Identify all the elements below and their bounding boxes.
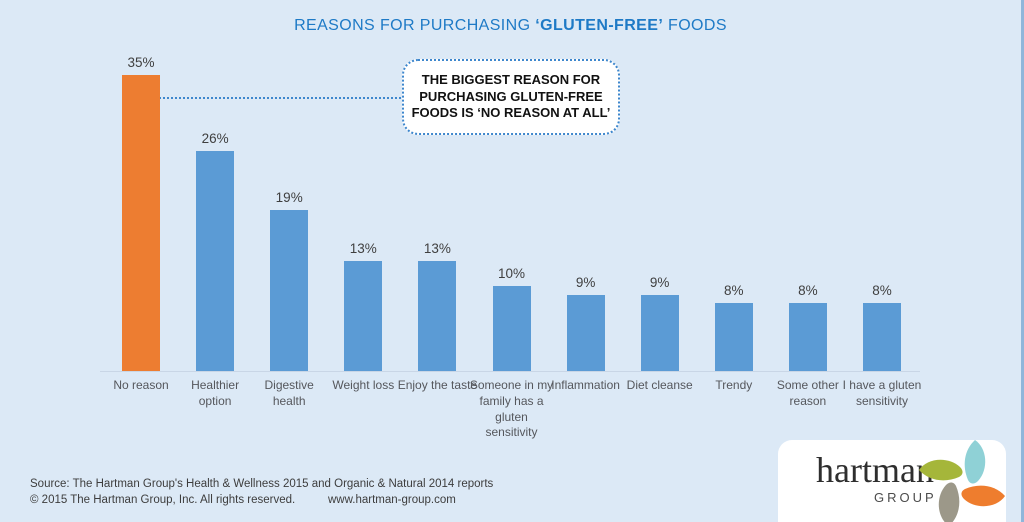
callout-connector-dotted-line <box>156 97 404 99</box>
bar-value-label-6: 9% <box>575 275 596 290</box>
bar-value-label-7: 9% <box>649 275 670 290</box>
bar-category-label-0: No reason <box>113 378 169 392</box>
footer-source-text: Source: The Hartman Group's Health & Wel… <box>30 478 494 490</box>
chart-title-highlight: ‘GLUTEN-FREE’ <box>535 17 664 34</box>
bar-category-label-7: Diet cleanse <box>626 378 693 392</box>
footer-website-text: www.hartman-group.com <box>328 494 456 506</box>
bar-value-label-8: 8% <box>724 283 744 298</box>
bar-value-label-3: 13% <box>349 241 377 256</box>
bar-category-label-9: Some other reason <box>776 378 839 408</box>
logo-subname: GROUP <box>874 490 937 505</box>
bar-category-label-10: I have a gluten sensitivity <box>842 378 922 408</box>
bar-category-label-4: Enjoy the taste <box>397 378 478 392</box>
logo-wordmark: hartman <box>816 450 934 490</box>
callout-box: THE BIGGEST REASON FOR PURCHASING GLUTEN… <box>402 59 620 135</box>
bar-category-label-5: Someone in my family has a gluten sensit… <box>469 378 554 440</box>
bar-value-label-0: 35% <box>127 55 155 70</box>
bar-category-label-8: Trendy <box>715 378 753 392</box>
bar-category-label-6: Inflammation <box>551 378 620 392</box>
bar-6 <box>566 295 605 371</box>
chart-title-prefix: REASONS FOR PURCHASING <box>294 17 536 34</box>
bar-value-label-1: 26% <box>201 131 229 146</box>
footer-copyright-text: © 2015 The Hartman Group, Inc. All right… <box>30 494 296 506</box>
bar-2 <box>270 210 309 371</box>
bar-10 <box>863 303 901 371</box>
pinwheel-icon <box>919 440 1005 522</box>
bar-value-label-10: 8% <box>872 283 892 298</box>
bar-category-label-3: Weight loss <box>332 378 395 392</box>
chart-title-suffix: FOODS <box>663 17 727 34</box>
bar-value-label-2: 19% <box>275 190 303 205</box>
bar-1 <box>196 151 235 371</box>
bar-category-label-1: Healthier option <box>191 378 240 408</box>
bar-8 <box>714 303 753 371</box>
bar-value-label-4: 13% <box>423 241 451 256</box>
bar-0 <box>122 75 160 371</box>
bar-3 <box>344 261 383 371</box>
hartman-group-logo-card: hartman GROUP <box>778 440 1006 522</box>
bar-category-label-2: Digestive health <box>264 378 314 408</box>
bar-value-label-9: 8% <box>798 283 818 298</box>
x-axis-baseline <box>100 371 920 372</box>
bar-9 <box>788 303 827 371</box>
bar-4 <box>418 261 457 371</box>
chart-title: REASONS FOR PURCHASING ‘GLUTEN-FREE’ FOO… <box>0 17 1021 35</box>
bar-7 <box>640 295 679 371</box>
bar-value-label-5: 10% <box>497 266 526 281</box>
bar-5 <box>492 286 531 371</box>
